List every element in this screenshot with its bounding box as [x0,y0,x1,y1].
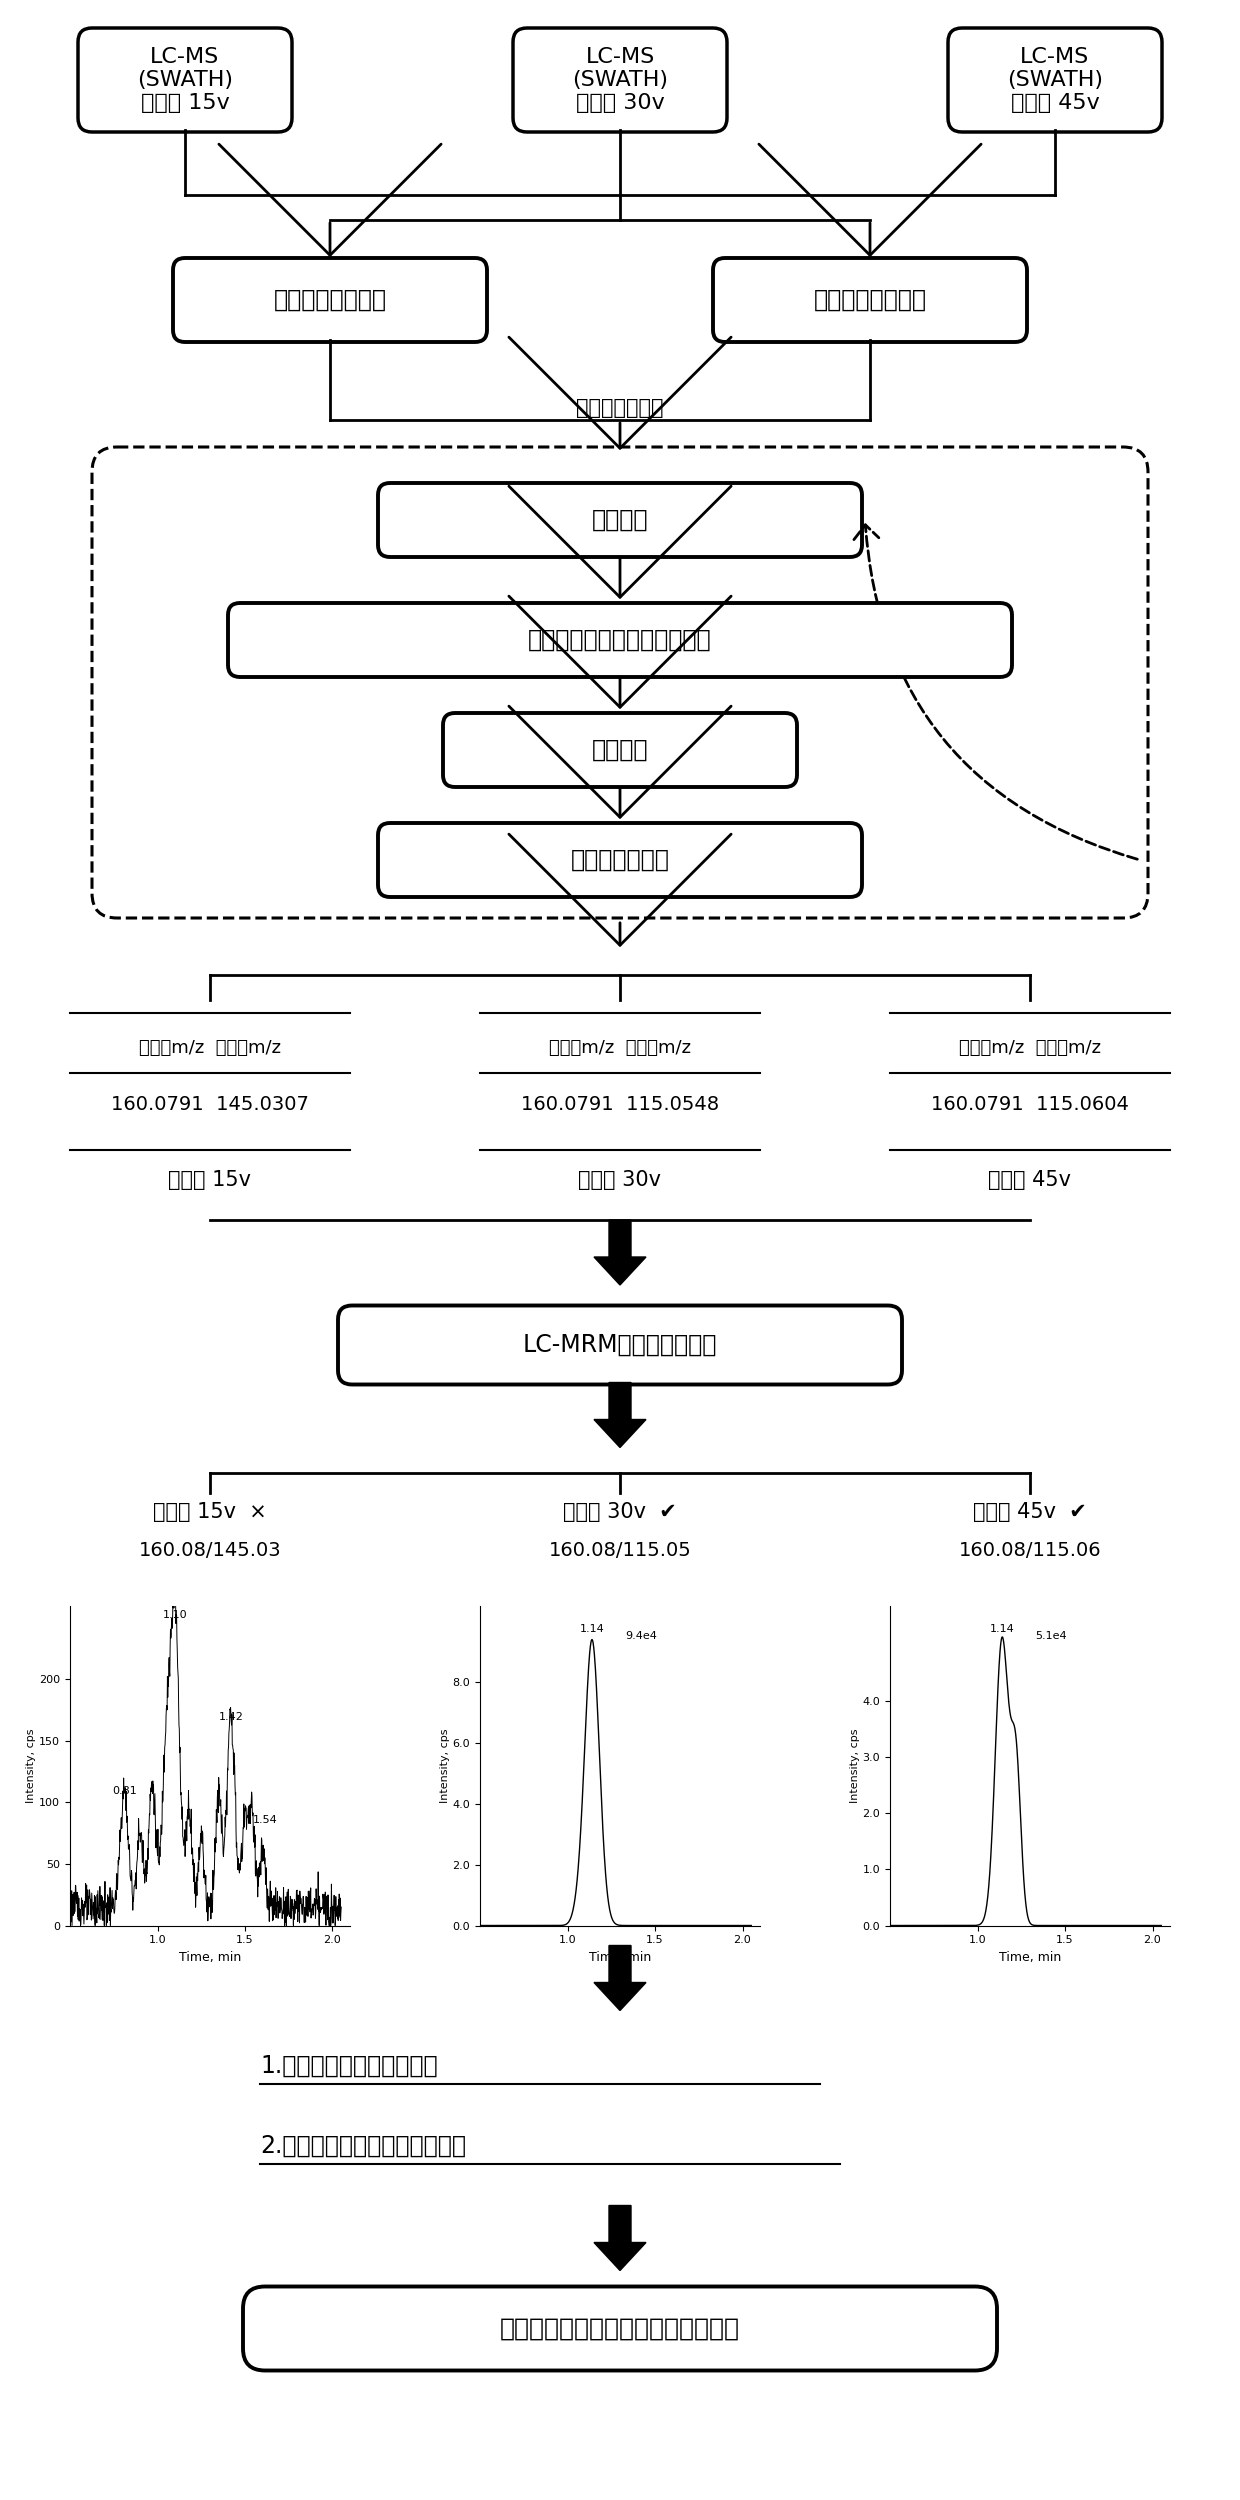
Text: 碰撞能 15v  ×: 碰撞能 15v × [153,1502,267,1522]
Text: 筛选最优离子对: 筛选最优离子对 [570,848,670,872]
Text: 离子对计算工具: 离子对计算工具 [577,398,663,418]
Text: 160.08/115.05: 160.08/115.05 [548,1540,692,1560]
FancyBboxPatch shape [443,712,797,788]
Text: 获取二级质谱信息: 获取二级质谱信息 [813,288,926,312]
Text: 母离子m/z  子离子m/z: 母离子m/z 子离子m/z [959,1040,1101,1058]
X-axis label: Time, min: Time, min [589,1950,651,1965]
FancyBboxPatch shape [228,602,1012,678]
Y-axis label: Intensity, cps: Intensity, cps [440,1727,450,1802]
FancyBboxPatch shape [378,482,862,558]
Text: 160.08/145.03: 160.08/145.03 [139,1540,281,1560]
Polygon shape [594,1945,646,2010]
FancyArrowPatch shape [854,525,1137,860]
Text: 1.42: 1.42 [218,1713,243,1722]
FancyBboxPatch shape [339,1305,901,1385]
Text: 1.10: 1.10 [162,1610,187,1620]
Text: 母离子m/z  子离子m/z: 母离子m/z 子离子m/z [139,1040,281,1058]
Y-axis label: Intensity, cps: Intensity, cps [849,1727,859,1802]
Text: 拟靶向代谢组学分析最优离子对列表: 拟靶向代谢组学分析最优离子对列表 [500,2318,740,2340]
Polygon shape [594,2205,646,2270]
Text: 碰撞能 30v  ✔: 碰撞能 30v ✔ [563,1502,677,1522]
Text: 9.4e4: 9.4e4 [626,1630,657,1640]
FancyBboxPatch shape [949,28,1162,132]
Text: LC-MRM平台验证离子对: LC-MRM平台验证离子对 [523,1332,717,1358]
X-axis label: Time, min: Time, min [999,1950,1061,1965]
Text: 1.54: 1.54 [253,1815,278,1825]
Text: 1.　删除未检测到的离子对: 1. 删除未检测到的离子对 [260,2052,438,2078]
Text: 碰撞能 15v: 碰撞能 15v [169,1170,252,1190]
Polygon shape [594,1220,646,1285]
FancyBboxPatch shape [513,28,727,132]
Text: 1.14: 1.14 [990,1625,1014,1635]
Text: 碰撞能 30v: 碰撞能 30v [579,1170,661,1190]
FancyBboxPatch shape [713,258,1027,343]
Text: 160.08/115.06: 160.08/115.06 [959,1540,1101,1560]
Y-axis label: Intensity, cps: Intensity, cps [26,1727,36,1802]
Text: 1.14: 1.14 [579,1625,604,1635]
FancyBboxPatch shape [78,28,291,132]
Text: 碰撞能 45v: 碰撞能 45v [988,1170,1071,1190]
Text: 160.0791  115.0604: 160.0791 115.0604 [931,1095,1128,1115]
FancyBboxPatch shape [174,258,487,343]
FancyBboxPatch shape [243,2288,997,2370]
FancyBboxPatch shape [378,822,862,897]
Text: 母离子m/z  子离子m/z: 母离子m/z 子离子m/z [549,1040,691,1058]
Text: 离子融合: 离子融合 [591,738,649,762]
Polygon shape [594,1383,646,1448]
Text: LC-MS
(SWATH)
碰撞能 15v: LC-MS (SWATH) 碰撞能 15v [136,48,233,112]
Text: 0.81: 0.81 [112,1788,136,1798]
Text: 5.1e4: 5.1e4 [1035,1630,1068,1640]
Text: 碰撞能 45v  ✔: 碰撞能 45v ✔ [973,1502,1087,1522]
Text: 获取一级质谱信息: 获取一级质谱信息 [274,288,387,312]
Text: LC-MS
(SWATH)
碰撞能 30v: LC-MS (SWATH) 碰撞能 30v [572,48,668,112]
Text: 2.　保留响应最大的特征离子对: 2. 保留响应最大的特征离子对 [260,2132,466,2158]
Text: 160.0791  145.0307: 160.0791 145.0307 [112,1095,309,1115]
Text: LC-MS
(SWATH)
碰撞能 45v: LC-MS (SWATH) 碰撞能 45v [1007,48,1104,112]
Text: 获取母离子和子离子的相关性: 获取母离子和子离子的相关性 [528,628,712,652]
Text: 160.0791  115.0548: 160.0791 115.0548 [521,1095,719,1115]
X-axis label: Time, min: Time, min [179,1950,241,1965]
Text: 噪音过滤: 噪音过滤 [591,508,649,532]
